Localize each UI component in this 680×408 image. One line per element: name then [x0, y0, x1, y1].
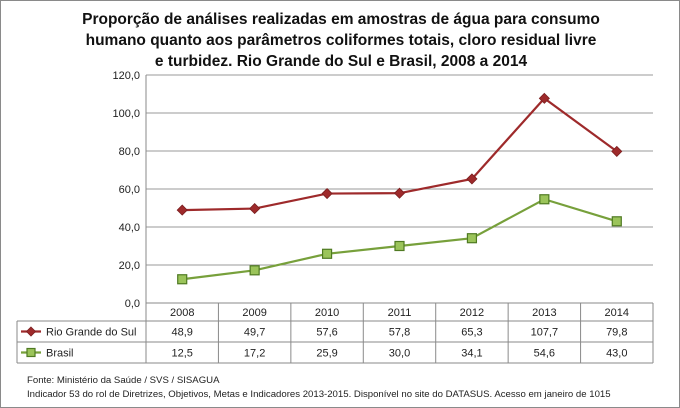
- data-point: [466, 173, 478, 185]
- data-label: 54,6: [534, 348, 555, 360]
- data-label: 57,8: [389, 327, 410, 339]
- data-point: [538, 92, 550, 104]
- chart-title-line-1: Proporção de análises realizadas em amos…: [82, 11, 600, 28]
- data-label: 49,7: [244, 327, 265, 339]
- chart-title-line-3: e turbidez. Rio Grande do Sul e Brasil, …: [154, 53, 528, 70]
- chart-title: Proporção de análises realizadas em amos…: [61, 9, 621, 72]
- legend-marker: [25, 326, 37, 337]
- data-point: [321, 248, 333, 259]
- data-label: 12,5: [172, 348, 193, 360]
- y-tick-label: 40,0: [119, 222, 140, 234]
- x-tick-label: 2008: [170, 307, 194, 319]
- data-point: [611, 145, 623, 157]
- data-point: [539, 194, 550, 205]
- data-point: [176, 204, 188, 216]
- x-tick-label: 2012: [460, 307, 484, 319]
- data-label: 17,2: [244, 348, 265, 360]
- x-tick-label: 2013: [532, 307, 556, 319]
- data-label: 79,8: [606, 327, 627, 339]
- data-point: [393, 187, 406, 199]
- source-line-1: Fonte: Ministério da Saúde / SVS / SISAG…: [27, 375, 220, 386]
- data-label: 25,9: [316, 348, 337, 360]
- data-point: [466, 233, 478, 244]
- x-tick-label: 2009: [242, 307, 266, 319]
- data-label: 43,0: [606, 348, 627, 360]
- data-point: [394, 240, 405, 252]
- y-tick-label: 20,0: [119, 260, 140, 272]
- x-tick-label: 2010: [315, 307, 339, 319]
- legend-entry: Rio Grande do Sul: [46, 327, 137, 339]
- y-tick-label: 60,0: [119, 184, 140, 196]
- data-label: 65,3: [461, 327, 482, 339]
- data-point: [249, 265, 260, 276]
- legend-entry: Brasil: [46, 348, 74, 360]
- y-tick-label: 120,0: [112, 70, 140, 82]
- data-point: [611, 216, 622, 227]
- data-point: [177, 274, 188, 285]
- source-line-2: Indicador 53 do rol de Diretrizes, Objet…: [27, 389, 611, 400]
- data-point: [321, 187, 333, 200]
- x-tick-label: 2011: [388, 307, 412, 319]
- series-line: [182, 198, 618, 281]
- data-label: 34,1: [461, 348, 482, 360]
- data-label: 57,6: [316, 327, 337, 339]
- chart-title-line-2: humano quanto aos parâmetros coliformes …: [85, 32, 597, 49]
- data-label: 48,9: [172, 327, 193, 339]
- data-label: 107,7: [531, 327, 559, 339]
- y-tick-label: 100,0: [112, 108, 140, 120]
- data-label: 30,0: [389, 348, 410, 360]
- y-tick-label: 80,0: [119, 146, 140, 158]
- legend-marker: [26, 347, 36, 358]
- data-point: [249, 203, 261, 215]
- y-tick-label: 0,0: [125, 298, 140, 310]
- x-tick-label: 2014: [605, 307, 629, 319]
